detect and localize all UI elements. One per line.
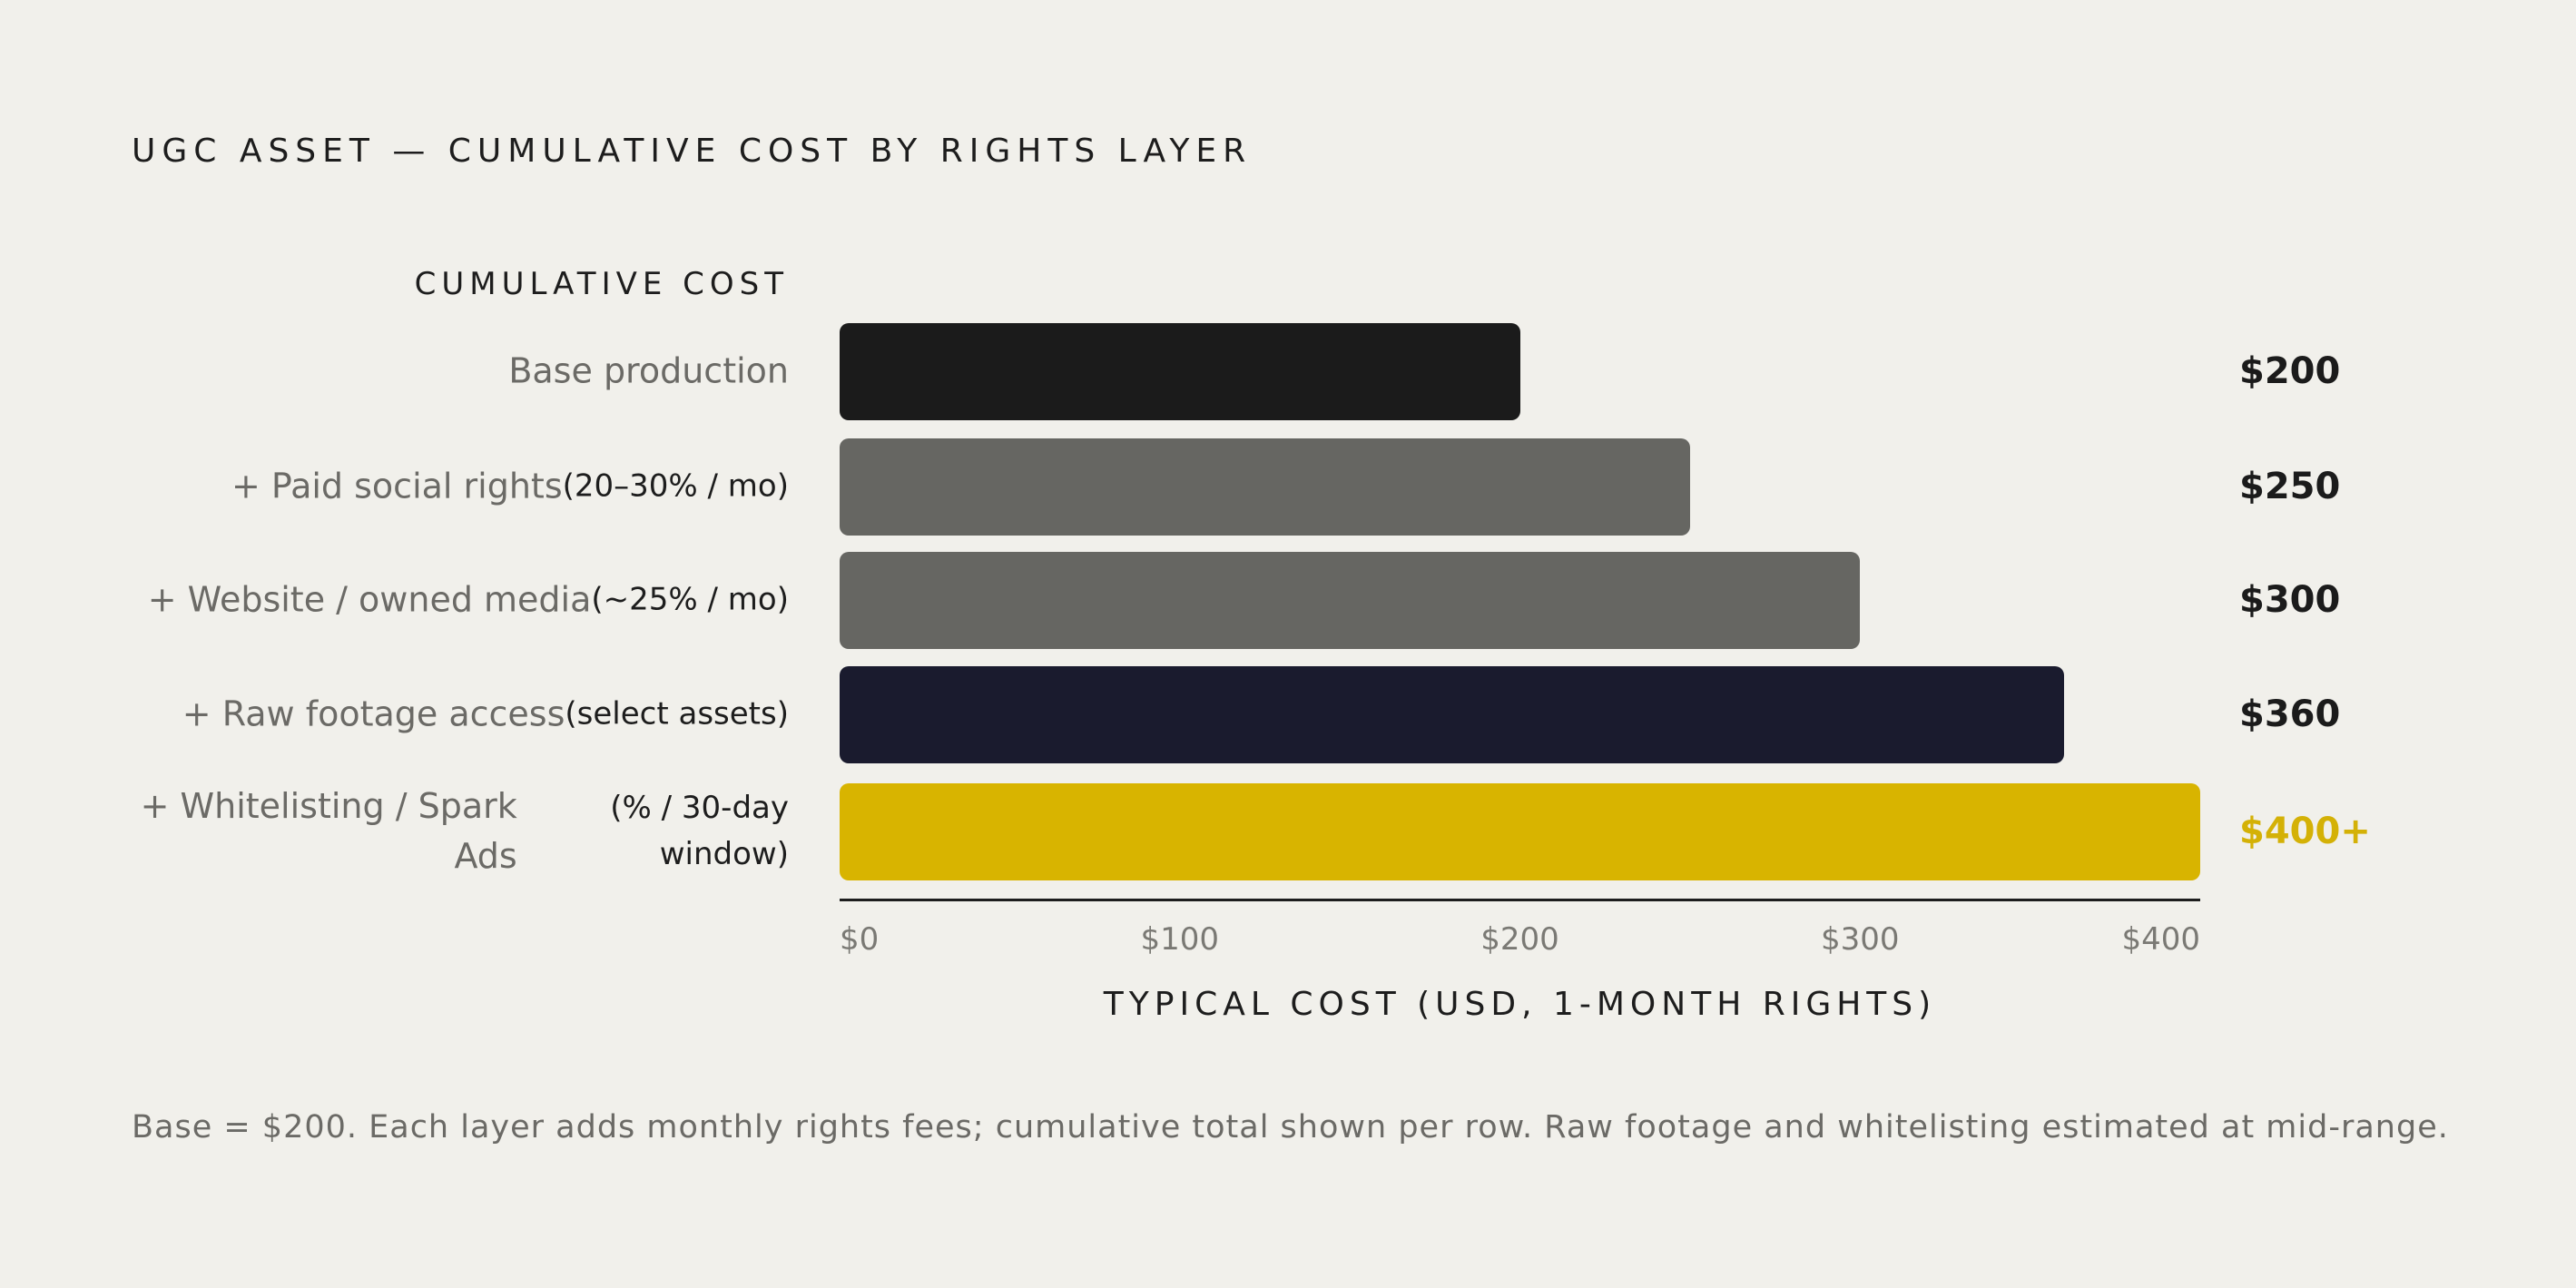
value-label: $300	[2239, 579, 2341, 621]
value-label: $400+	[2239, 811, 2371, 852]
category-note: (select assets)	[565, 695, 789, 732]
category-note: (% / 30-day window)	[610, 790, 789, 872]
row-label: Base production	[132, 346, 789, 396]
x-tick-label: $200	[1480, 921, 1559, 958]
value-label: $200	[2239, 350, 2341, 392]
row-label: + Whitelisting / Spark Ads (% / 30-day wi…	[132, 782, 789, 881]
category-axis-title: CUMULATIVE COST	[414, 266, 789, 302]
category-note: (~25% / mo)	[591, 581, 789, 618]
value-label: $360	[2239, 693, 2341, 735]
value-label: $250	[2239, 466, 2341, 507]
x-tick-label: $100	[1140, 921, 1220, 958]
category-label: Base production	[508, 350, 789, 391]
x-tick-label: $0	[840, 921, 880, 958]
category-label: + Whitelisting / Spark Ads	[140, 785, 517, 876]
bar	[840, 322, 1520, 420]
x-tick-label: $400	[2121, 921, 2200, 958]
bar	[840, 438, 1690, 536]
row-label: + Website / owned media (~25% / mo)	[132, 575, 789, 624]
x-tick-label: $300	[1820, 921, 1900, 958]
row-label: + Raw footage access (select assets)	[132, 689, 789, 739]
category-label: + Paid social rights	[231, 466, 563, 506]
x-axis-title: TYPICAL COST (USD, 1-MONTH RIGHTS)	[1103, 986, 1937, 1023]
row-label: + Paid social rights (20–30% / mo)	[132, 461, 789, 511]
category-note: (20–30% / mo)	[562, 467, 789, 505]
category-label: + Raw footage access	[182, 693, 565, 734]
category-label: + Website / owned media	[147, 579, 592, 620]
bar	[840, 551, 1861, 649]
x-axis-line	[840, 899, 2200, 901]
footnote: Base = $200. Each layer adds monthly rig…	[132, 1109, 2449, 1145]
bar	[840, 782, 2200, 880]
chart-title: UGC ASSET — CUMULATIVE COST BY RIGHTS LA…	[132, 133, 1253, 170]
bar	[840, 665, 2065, 763]
